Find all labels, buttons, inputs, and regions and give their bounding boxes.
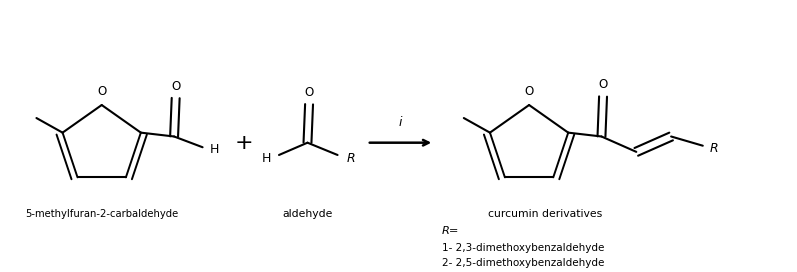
Text: O: O	[304, 86, 314, 99]
Text: curcumin derivatives: curcumin derivatives	[488, 209, 602, 219]
Text: O: O	[97, 85, 106, 98]
Text: 5-methylfuran-2-carbaldehyde: 5-methylfuran-2-carbaldehyde	[25, 209, 179, 219]
Text: i: i	[398, 116, 402, 129]
Text: H: H	[210, 143, 219, 156]
Text: O: O	[524, 85, 534, 98]
Text: O: O	[599, 78, 607, 91]
Text: H: H	[261, 152, 271, 165]
Text: 2- 2,5-dimethoxybenzaldehyde: 2- 2,5-dimethoxybenzaldehyde	[442, 258, 604, 268]
Text: R=: R=	[442, 226, 459, 236]
Text: +: +	[235, 133, 253, 153]
Text: aldehyde: aldehyde	[282, 209, 332, 219]
Text: O: O	[171, 80, 180, 93]
Text: 1- 2,3-dimethoxybenzaldehyde: 1- 2,3-dimethoxybenzaldehyde	[442, 243, 604, 253]
Text: R: R	[710, 141, 719, 154]
Text: R: R	[347, 152, 355, 165]
